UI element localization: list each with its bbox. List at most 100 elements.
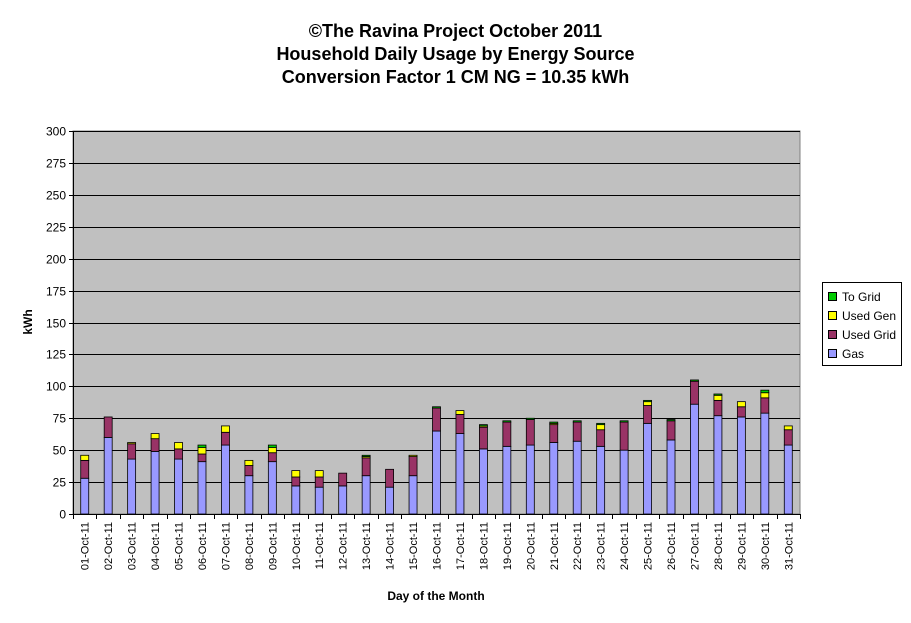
bar-used-gen <box>174 442 183 450</box>
bar-used-grid <box>713 399 723 417</box>
legend-swatch <box>828 292 837 301</box>
bar-used-grid <box>643 405 652 424</box>
x-tick-label: 17-Oct-11 <box>455 522 467 570</box>
bar-gas <box>221 444 230 515</box>
y-tick-label: 100 <box>46 380 66 394</box>
bar-used-grid <box>525 419 535 446</box>
y-tick-label: 25 <box>53 476 67 490</box>
legend-swatch <box>828 349 837 358</box>
bar-used-grid <box>244 465 254 477</box>
chart-title-line-3: Conversion Factor 1 CM NG = 10.35 kWh <box>281 67 630 87</box>
bar-used-grid <box>314 476 324 488</box>
bar-used-gen <box>455 410 465 415</box>
y-axis-title: kWh <box>21 309 35 334</box>
y-tick-label: 200 <box>46 253 66 267</box>
bar-used-grid <box>385 468 394 488</box>
x-tick-label: 05-Oct-11 <box>174 522 186 570</box>
bar-used-grid <box>479 426 488 450</box>
x-tick-label: 12-Oct-11 <box>338 522 350 570</box>
bar-gas <box>736 416 746 515</box>
bar-to-grid <box>197 444 207 449</box>
x-tick-label: 06-Oct-11 <box>197 522 209 570</box>
bar-gas <box>80 477 90 515</box>
bar-gas <box>666 439 676 515</box>
bar-used-gen <box>197 447 207 455</box>
legend-entry: Gas <box>828 344 901 363</box>
bar-gas <box>432 430 441 515</box>
chart-title-line-1: ©The Ravina Project October 2011 <box>308 21 603 41</box>
x-tick-label: 21-Oct-11 <box>549 522 561 570</box>
bar-to-grid <box>525 417 535 420</box>
bar-used-grid <box>783 429 793 446</box>
bar-to-grid <box>596 422 606 426</box>
legend-swatch <box>828 330 837 339</box>
bar-to-grid <box>361 454 371 457</box>
bar-used-grid <box>150 438 160 452</box>
y-tick-label: 225 <box>46 221 66 235</box>
bar-used-grid <box>432 407 441 432</box>
x-tick-label: 15-Oct-11 <box>408 522 420 570</box>
bar-gas <box>455 433 465 515</box>
bar-to-grid <box>690 379 699 382</box>
bar-gas <box>619 449 629 515</box>
bar-used-gen <box>783 425 793 431</box>
bar-used-gen <box>713 394 723 401</box>
bar-to-grid <box>619 420 629 423</box>
x-tick-label: 28-Oct-11 <box>713 522 725 570</box>
y-tick-label: 175 <box>46 285 66 299</box>
legend-label: Used Grid <box>842 327 897 342</box>
bar-to-grid <box>549 421 559 424</box>
bar-gas <box>150 451 160 515</box>
legend-label: To Grid <box>842 289 881 304</box>
bar-used-gen <box>267 447 277 454</box>
bar-used-gen <box>127 442 137 445</box>
x-tick-label: 20-Oct-11 <box>525 522 537 570</box>
bar-used-grid <box>103 416 113 438</box>
bar-gas <box>760 412 770 515</box>
bar-used-grid <box>760 397 770 414</box>
bar-used-gen <box>596 424 606 431</box>
bar-used-grid <box>221 431 230 446</box>
bar-used-grid <box>666 420 676 441</box>
x-axis-title: Day of the Month <box>387 589 484 603</box>
bar-used-grid <box>502 421 512 447</box>
bar-to-grid <box>643 399 652 403</box>
x-tick-label: 22-Oct-11 <box>572 522 584 570</box>
bar-to-grid <box>432 406 441 409</box>
bar-used-grid <box>338 472 348 487</box>
bar-used-gen <box>291 470 301 478</box>
x-tick-label: 03-Oct-11 <box>127 522 139 570</box>
axes: 0 25 50 75 100 125 150 175 200 225 250 275 300 01-Oct… <box>46 125 801 570</box>
legend-entry: To Grid <box>828 287 901 306</box>
bar-to-grid <box>267 444 277 449</box>
bar-gas <box>244 475 254 515</box>
x-tick-label: 19-Oct-11 <box>502 522 514 570</box>
bar-used-grid <box>174 448 183 460</box>
y-tick-label: 75 <box>53 412 67 426</box>
bar-gas <box>690 403 699 515</box>
bar-used-gen <box>736 401 746 408</box>
x-tick-label: 14-Oct-11 <box>385 522 397 570</box>
bar-used-grid <box>80 459 90 479</box>
bar-gas <box>549 442 559 515</box>
x-tick-label: 24-Oct-11 <box>619 522 631 570</box>
bar-to-grid <box>760 389 770 394</box>
legend-entry: Used Gen <box>828 306 901 325</box>
bar-gas <box>408 475 418 515</box>
bar-gas <box>267 461 277 515</box>
bar-to-grid <box>713 393 723 396</box>
bar-gas <box>479 448 488 515</box>
bar-gas <box>385 486 394 515</box>
bar-gas <box>643 422 652 515</box>
bar-to-grid <box>666 419 676 422</box>
bar-gas <box>174 458 183 515</box>
bar-gas <box>291 485 301 515</box>
bar-gas <box>197 461 207 515</box>
x-tick-label: 31-Oct-11 <box>783 522 795 570</box>
y-tick-label: 125 <box>46 348 66 362</box>
x-tick-label: 27-Oct-11 <box>689 522 701 570</box>
bar-gas <box>713 415 723 515</box>
bar-gas <box>502 445 512 515</box>
x-tick-label: 26-Oct-11 <box>666 522 678 570</box>
